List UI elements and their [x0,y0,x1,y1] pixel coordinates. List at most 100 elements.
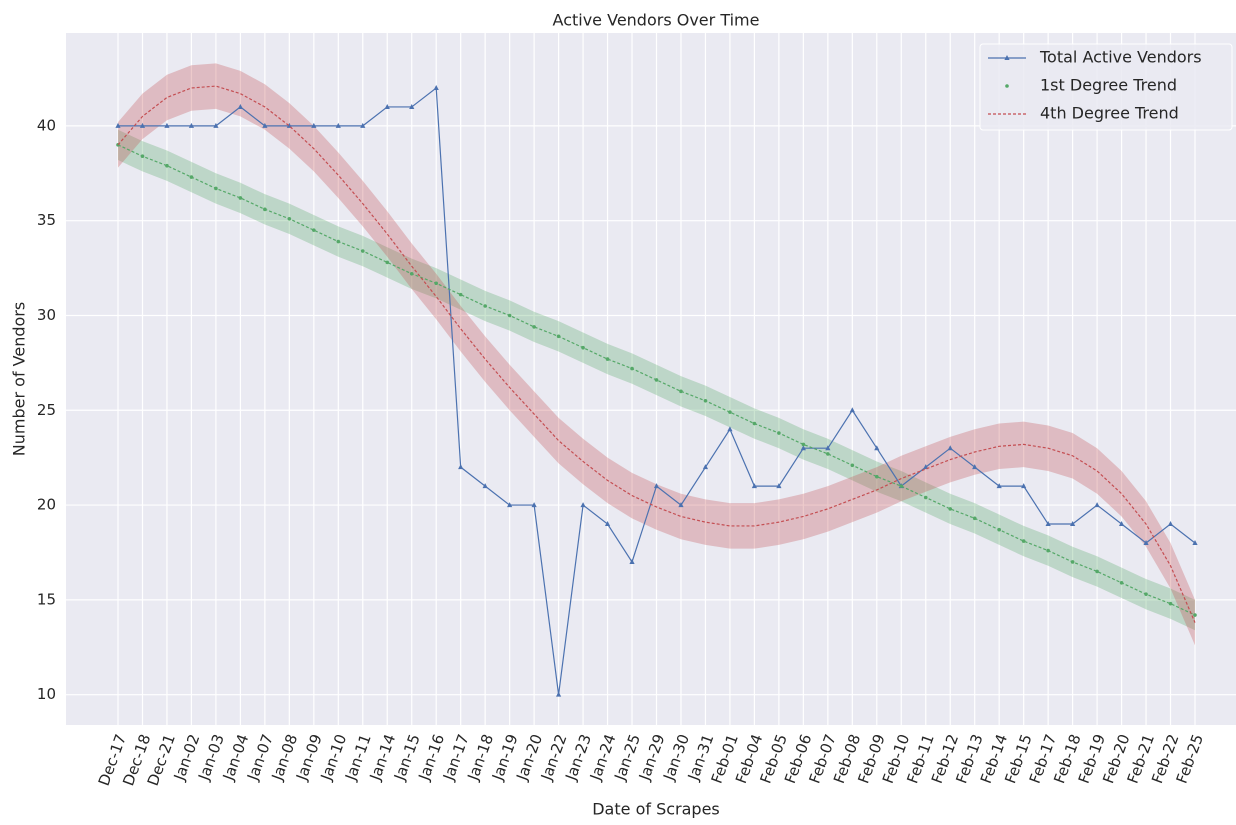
marker [825,445,831,451]
marker [972,464,978,470]
marker [727,426,733,432]
marker [1095,569,1099,574]
marker [312,228,316,232]
y-axis-label: Number of Vendors [10,302,29,456]
x-axis-label: Date of Scrapes [592,800,720,819]
marker [263,207,267,212]
marker [580,502,586,508]
marker [1046,548,1050,553]
marker [189,175,194,179]
y-tick-label: 20 [37,496,56,514]
marker [1070,560,1075,564]
legend-swatch [1005,84,1009,88]
marker [531,502,537,508]
y-tick-label: 40 [37,116,56,134]
marker [1143,539,1149,545]
legend-swatch [1004,55,1010,60]
series-line [117,85,1196,623]
marker [311,122,317,128]
y-tick-label: 30 [37,306,56,324]
marker [115,122,121,128]
marker [605,357,610,361]
marker [237,103,243,109]
marker [728,410,732,414]
y-tick-label: 35 [37,211,56,229]
marker [1021,539,1026,543]
marker [188,122,195,128]
legend: Total Active Vendors 1st Degree Trend 4th … [979,43,1233,131]
marker [679,389,683,394]
marker [678,502,684,508]
marker [997,527,1001,532]
marker [1168,601,1173,606]
marker [923,495,928,500]
marker [482,483,488,489]
marker [213,122,219,128]
marker [801,442,806,447]
marker [384,103,390,109]
marker [581,345,585,350]
marker [360,122,366,128]
marker [1094,502,1100,508]
marker [214,186,218,191]
marker [287,216,292,221]
marker [654,378,659,382]
marker [1192,539,1198,545]
marker [1118,521,1125,527]
marker [262,122,268,128]
marker [703,399,708,403]
marker [1119,581,1124,585]
marker [776,483,782,489]
marker [1167,521,1174,527]
y-tick-label: 15 [37,590,56,608]
marker [483,304,487,308]
plot-area [66,33,1236,725]
marker [409,103,415,109]
marker [360,249,365,253]
marker [458,292,463,297]
marker [140,154,145,159]
marker [947,445,953,451]
marker [849,407,855,413]
marker [1070,521,1076,527]
marker [752,421,757,426]
marker [458,464,464,470]
legend-label: 4th Degree Trend [1040,104,1179,123]
marker [850,463,855,468]
marker [336,239,341,244]
legend-label: Total Active Vendors [1039,48,1202,67]
marker [1045,521,1051,527]
marker [874,474,879,479]
marker [507,502,513,508]
marker [702,464,709,470]
marker [385,260,390,265]
legend-box [979,43,1233,131]
marker [874,445,880,451]
marker [165,163,169,168]
marker [751,483,758,489]
marker [139,122,146,128]
marker [972,516,977,521]
marker [164,122,170,128]
marker [604,521,611,527]
marker [1021,483,1027,489]
marker [996,483,1002,489]
marker [653,483,660,489]
marker [826,452,830,456]
marker [409,271,414,276]
marker [433,84,439,90]
y-tick-label: 25 [37,401,56,419]
y-tick-label: 10 [37,685,56,703]
marker [777,431,781,435]
marker [335,122,341,128]
marker [1144,592,1148,596]
marker [556,334,561,339]
marker [629,558,635,564]
marker [507,313,512,318]
confidence-band [118,63,1195,646]
marker [238,196,243,200]
marker [555,691,562,697]
chart-title: Active Vendors Over Time [553,11,760,30]
legend-label: 1st Degree Trend [1040,76,1177,95]
